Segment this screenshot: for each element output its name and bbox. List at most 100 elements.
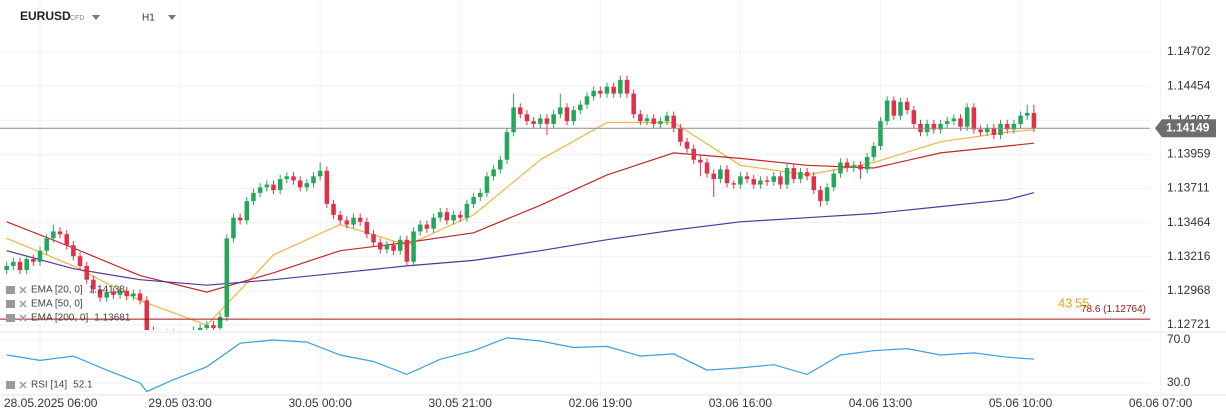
- candle-body: [451, 214, 456, 221]
- candle-body: [724, 169, 730, 184]
- timeframe[interactable]: H1: [142, 13, 155, 24]
- candle-body: [578, 104, 583, 111]
- candle-body: [297, 180, 303, 188]
- candle-body: [651, 118, 656, 124]
- candle-body: [958, 118, 963, 127]
- candle-body: [624, 79, 630, 94]
- y-tick-label: 1.12968: [1167, 283, 1211, 297]
- candle-body: [397, 239, 403, 251]
- candle-body: [691, 148, 696, 160]
- candle-body: [344, 220, 350, 225]
- candle-body: [618, 79, 623, 94]
- legend-close: [19, 286, 27, 294]
- candle-body: [844, 162, 850, 169]
- candle-body: [11, 261, 16, 266]
- candle-body: [531, 121, 536, 124]
- symbol[interactable]: EURUSD: [20, 9, 71, 23]
- candle-body: [544, 118, 550, 124]
- ema-line: [6, 192, 1035, 286]
- candle-body: [364, 221, 370, 235]
- symbol-dropdown[interactable]: [92, 15, 100, 20]
- candle-body: [304, 183, 310, 188]
- ema-line: [6, 121, 1034, 326]
- y-tick-label: 1.12721: [1167, 317, 1211, 331]
- candle-body: [504, 132, 510, 160]
- fib-label: 78.6 (1.12764): [1081, 304, 1146, 315]
- candle-body: [524, 114, 530, 122]
- rsi-legend-value: 52.1: [73, 380, 93, 391]
- candle-body: [185, 335, 190, 338]
- candle-body: [898, 101, 903, 116]
- rsi-line: [6, 337, 1034, 393]
- candle-body: [811, 176, 817, 191]
- candle-body: [638, 114, 643, 122]
- candle-body: [44, 238, 49, 251]
- x-tick-label: 03.06 16:00: [709, 396, 773, 410]
- candle-body: [824, 187, 830, 202]
- legend-icon: [6, 381, 15, 389]
- legend-name: EMA [200, 0]: [31, 313, 88, 324]
- candle-body: [251, 192, 256, 202]
- y-tick-label: 1.14454: [1167, 78, 1211, 92]
- y-tick-label: 1.13216: [1167, 249, 1211, 263]
- candle-body: [658, 121, 663, 124]
- candle-body: [124, 290, 130, 297]
- candle-body: [84, 265, 89, 280]
- candle-body: [784, 168, 790, 185]
- candle-body: [257, 187, 263, 193]
- candle-body: [431, 217, 436, 229]
- candle-body: [244, 201, 250, 221]
- axes: 28.05.2025 06:00 29.05 03:00 30.05 00:00 30…: [4, 44, 1216, 410]
- candle-body: [97, 289, 103, 298]
- countdown-seconds: 55: [1075, 296, 1089, 311]
- candle-body: [237, 217, 243, 221]
- candle-body: [424, 224, 430, 229]
- candle-body: [457, 214, 463, 218]
- candle-body: [464, 203, 470, 218]
- candle-body: [164, 333, 169, 339]
- legend-close: [19, 314, 27, 322]
- countdown-minutes: 43: [1058, 296, 1072, 311]
- candle-body: [24, 259, 29, 271]
- y-tick-label: 1.13464: [1167, 215, 1211, 229]
- candle-body: [191, 331, 196, 335]
- candle-body: [158, 336, 163, 339]
- x-tick-label: 04.06 13:00: [849, 396, 913, 410]
- candle-body: [437, 212, 443, 218]
- candle-body: [944, 121, 950, 124]
- candle-body: [798, 172, 803, 180]
- x-tick-label: 29.05 03:00: [148, 396, 212, 410]
- candle-body: [858, 165, 863, 170]
- candle-body: [411, 231, 416, 262]
- candle-body: [698, 159, 703, 163]
- candle-body: [818, 190, 823, 202]
- candle-body: [291, 176, 296, 181]
- legend-icon: [6, 314, 15, 322]
- y-tick-label: 1.14702: [1167, 44, 1211, 58]
- candle-body: [111, 292, 116, 295]
- candle-body: [564, 107, 570, 122]
- y-tick-label: 1.13711: [1167, 181, 1210, 195]
- candle-body: [1004, 123, 1010, 130]
- candle-body: [671, 115, 676, 129]
- candle-body: [77, 256, 83, 266]
- candle-body: [731, 183, 737, 185]
- candle-body: [404, 239, 410, 262]
- timeframe-dropdown[interactable]: [168, 15, 176, 20]
- candle-body: [384, 245, 390, 250]
- candle-body: [284, 176, 290, 180]
- candle-body: [264, 184, 270, 188]
- candle-body: [117, 290, 123, 295]
- candle-body: [804, 172, 810, 177]
- candle-body: [598, 90, 603, 94]
- candle-body: [217, 316, 223, 328]
- candle-body: [64, 234, 69, 246]
- candle-body: [1011, 123, 1017, 130]
- price-panel: [0, 75, 1150, 339]
- candle-body: [604, 86, 610, 94]
- candle-body: [878, 121, 883, 146]
- candle-body: [204, 325, 210, 328]
- candle-body: [971, 107, 977, 130]
- candle-body: [864, 157, 870, 170]
